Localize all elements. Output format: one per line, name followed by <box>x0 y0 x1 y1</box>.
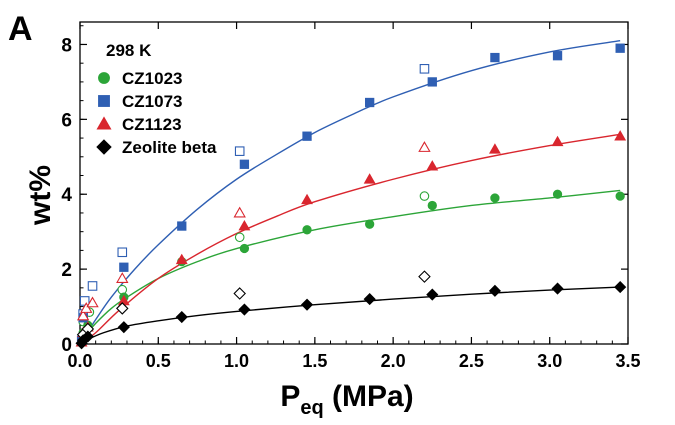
legend-marker-cz1073 <box>98 95 110 107</box>
desorption-point-cz1073 <box>117 247 128 258</box>
adsorption-point-cz1123 <box>363 173 376 184</box>
adsorption-point-cz1023 <box>302 225 312 235</box>
legend-label-cz1073: CZ1073 <box>122 92 182 111</box>
legend-label-cz1023: CZ1023 <box>122 69 182 88</box>
legend-label-zeolite-beta: Zeolite beta <box>122 138 217 157</box>
adsorption-point-cz1023 <box>239 243 250 254</box>
fit-curve-cz1073 <box>79 40 621 345</box>
adsorption-point-cz1023 <box>490 193 500 203</box>
desorption-point-zeolite-beta <box>233 287 246 300</box>
x-tick-label: 2.0 <box>381 351 406 371</box>
desorption-point-cz1123 <box>80 302 93 313</box>
x-tick-label: 1.0 <box>224 351 249 371</box>
desorption-point-cz1123 <box>233 206 246 218</box>
x-tick-label: 0.0 <box>67 351 92 371</box>
desorption-point-cz1123 <box>76 309 90 321</box>
adsorption-point-zeolite-beta <box>81 330 94 343</box>
legend-marker-zeolite-beta <box>96 139 112 155</box>
adsorption-point-cz1073 <box>427 77 437 87</box>
temperature-annotation: 298 K <box>106 41 152 60</box>
y-tick-label: 2 <box>61 260 72 281</box>
adsorption-point-cz1073 <box>490 52 500 63</box>
x-axis-ticks: 0.0 0.5 1.0 1.5 2.0 2.5 3.0 3.5 <box>67 22 641 371</box>
y-tick-label: 0 <box>61 335 72 356</box>
adsorption-point-cz1023 <box>552 189 563 199</box>
y-tick-label: 6 <box>61 110 72 131</box>
adsorption-point-cz1073 <box>177 221 187 231</box>
adsorption-point-zeolite-beta <box>426 288 439 301</box>
desorption-point-cz1123 <box>418 141 431 152</box>
legend-marker-cz1023 <box>98 72 110 84</box>
x-tick-label: 3.0 <box>537 351 562 371</box>
x-tick-label: 1.5 <box>302 351 327 371</box>
adsorption-point-cz1073 <box>615 43 625 53</box>
adsorption-point-zeolite-beta <box>117 321 130 334</box>
desorption-point-cz1123 <box>116 272 129 283</box>
x-axis-title-unit: (MPa) <box>324 380 414 413</box>
desorption-point-zeolite-beta <box>115 302 129 315</box>
desorption-point-cz1073 <box>87 281 98 291</box>
legend: CZ1023 CZ1073 CZ1123 Zeolite beta <box>96 69 217 157</box>
adsorption-point-cz1123 <box>301 193 313 205</box>
y-tick-label: 8 <box>61 35 72 56</box>
adsorption-point-cz1073 <box>239 159 250 169</box>
adsorption-point-cz1023 <box>615 191 625 201</box>
fit-curve-zeolite-beta <box>79 286 621 345</box>
adsorption-point-cz1123 <box>175 253 188 265</box>
x-tick-label: 3.5 <box>615 351 640 371</box>
x-tick-label: 2.5 <box>459 351 484 371</box>
adsorption-point-zeolite-beta <box>300 298 314 311</box>
desorption-point-zeolite-beta <box>418 270 431 283</box>
adsorption-point-cz1023 <box>365 219 375 229</box>
adsorption-point-cz1123 <box>551 135 564 147</box>
desorption-point-cz1023 <box>234 232 245 243</box>
x-axis-title-main: P <box>280 380 300 413</box>
desorption-point-cz1073 <box>419 64 430 74</box>
panel-label: A <box>8 10 33 48</box>
legend-label-cz1123: CZ1123 <box>122 115 182 134</box>
data-markers <box>75 43 627 350</box>
adsorption-point-cz1073 <box>302 131 312 141</box>
fit-curve-cz1123 <box>79 133 621 345</box>
x-axis-title: Peq (MPa) <box>280 380 413 419</box>
desorption-point-cz1023 <box>419 191 430 201</box>
adsorption-point-cz1123 <box>488 143 501 154</box>
y-tick-label: 4 <box>61 185 72 206</box>
adsorption-point-cz1023 <box>427 200 437 211</box>
plot-border <box>79 21 629 345</box>
adsorption-point-cz1123 <box>238 220 251 231</box>
adsorption-point-zeolite-beta <box>175 310 188 324</box>
adsorption-point-zeolite-beta <box>614 281 627 294</box>
desorption-point-cz1073 <box>234 146 245 156</box>
adsorption-point-zeolite-beta <box>363 293 376 306</box>
desorption-point-cz1123 <box>86 296 99 308</box>
desorption-point-cz1023 <box>117 284 128 295</box>
adsorption-point-cz1073 <box>119 262 129 272</box>
fit-curve-cz1023 <box>79 189 621 345</box>
adsorption-point-cz1073 <box>365 97 375 108</box>
y-axis-title: wt% <box>24 165 57 226</box>
adsorption-point-cz1123 <box>426 160 439 171</box>
adsorption-point-zeolite-beta <box>551 282 564 295</box>
adsorption-point-zeolite-beta <box>488 284 501 297</box>
adsorption-point-cz1073 <box>552 51 563 61</box>
adsorption-point-zeolite-beta <box>238 303 251 316</box>
plot-frame <box>79 21 629 345</box>
legend-marker-cz1123 <box>96 116 112 130</box>
adsorption-point-cz1123 <box>614 130 627 141</box>
x-axis-title-subscript: eq <box>300 397 323 419</box>
x-tick-label: 0.5 <box>146 351 171 371</box>
y-axis-ticks: 0 2 4 6 8 <box>61 25 628 356</box>
desorption-point-cz1073 <box>79 296 90 306</box>
